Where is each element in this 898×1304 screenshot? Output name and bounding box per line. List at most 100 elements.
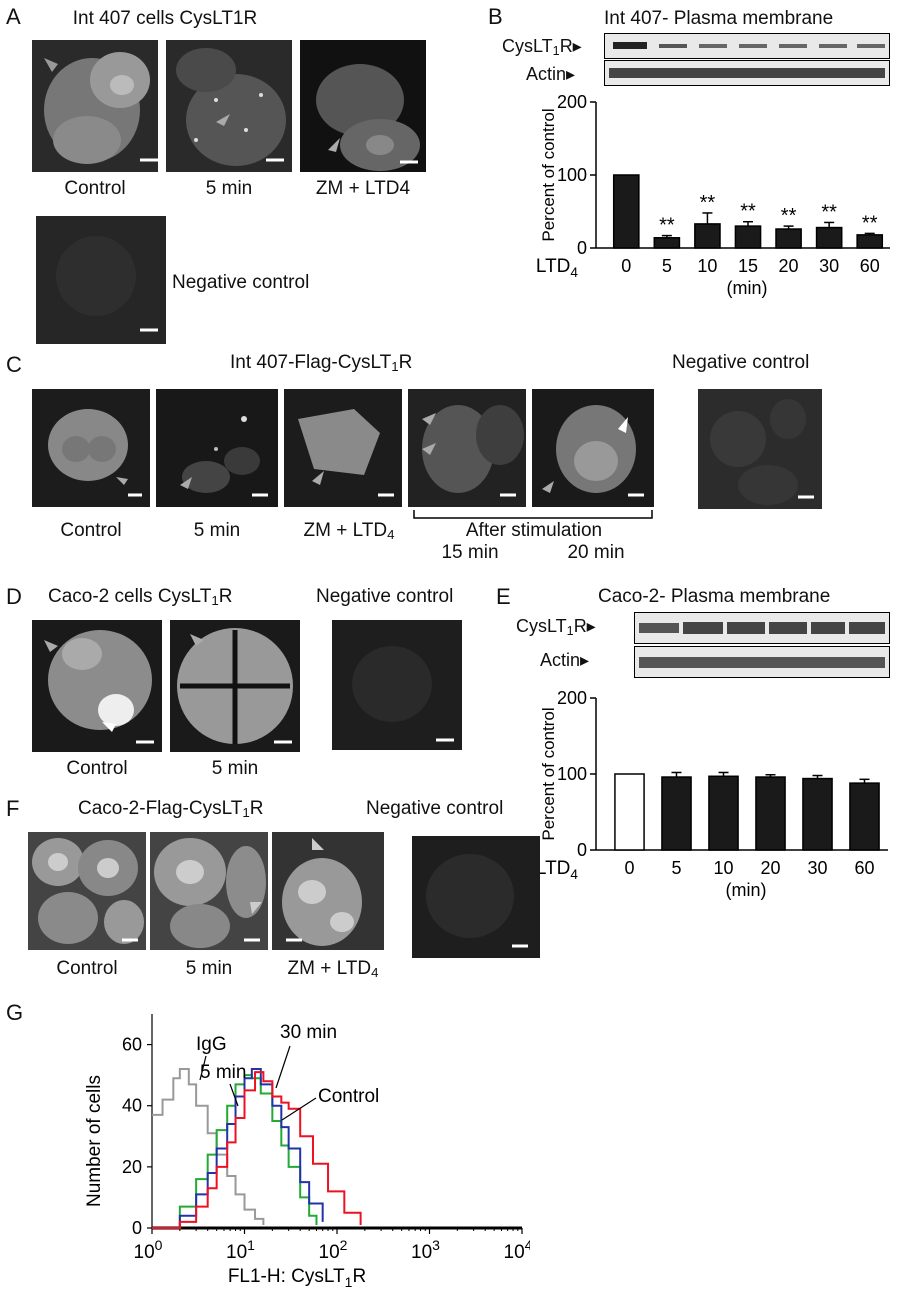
- chart-b-ytick-label-0: 0: [577, 238, 587, 258]
- caption-c-control: Control: [60, 520, 122, 541]
- caption-d-5min: 5 min: [211, 758, 259, 779]
- chart-g-xtick-label-3: 103: [411, 1237, 440, 1263]
- chart-b-ylabel: Percent of control: [539, 108, 558, 241]
- chart-b-ytick-label-1: 100: [557, 165, 587, 185]
- chart-b-xtick-label-0: 0: [621, 256, 631, 276]
- blot-e-label-cyslt1r: CysLT1R▸: [516, 616, 596, 638]
- western-blot-e-actin: [634, 646, 890, 678]
- panel-e-title: Caco-2- Plasma membrane: [598, 586, 831, 607]
- micrograph-d-negative: [332, 620, 462, 750]
- caption-d-control: Control: [66, 758, 128, 779]
- chart-e: 0 100 200 Percent of control 0 5 10 20 30 60 LTD4 (…: [500, 684, 892, 904]
- chart-e-bar-2: [708, 775, 739, 851]
- chart-e-bar-1: [661, 776, 692, 851]
- micrograph-f-zm-ltd4: [272, 832, 384, 950]
- chart-e-xtick-label-1: 5: [671, 858, 681, 878]
- chart-g-annotation-line-30-min: [275, 1045, 291, 1089]
- chart-e-ylabel: Percent of control: [539, 707, 558, 840]
- chart-g-series-30-min: [152, 1068, 324, 1229]
- micrograph-c-zm-ltd4: [284, 389, 402, 507]
- chart-g-series-5-min: [152, 1074, 318, 1229]
- chart-g-annotation-igg: IgG: [196, 1034, 227, 1055]
- caption-c-15min: 15 min: [441, 542, 499, 563]
- chart-g-svg: 0 20 40 60 100 101 102 103 104 Number of cells FL1…: [84, 1014, 530, 1290]
- chart-g: 0 20 40 60 100 101 102 103 104 Number of cells FL1…: [60, 1000, 530, 1300]
- chart-g-ytick-label-2: 40: [122, 1096, 142, 1116]
- caption-c-after-stimulation: After stimulation: [465, 520, 603, 541]
- caption-c-5min: 5 min: [193, 520, 241, 541]
- chart-g-annotation-line-5-min: [229, 1083, 239, 1107]
- micrograph-c-negative: [698, 389, 822, 509]
- chart-b-signif-1: **: [659, 215, 675, 237]
- chart-e-ytick-label-1: 100: [557, 764, 587, 784]
- chart-b-bar-3: [734, 225, 762, 249]
- chart-b-xtick-label-6: 60: [860, 256, 880, 276]
- caption-a-negative: Negative control: [172, 272, 310, 293]
- caption-f-control: Control: [56, 958, 118, 979]
- blot-b-label-actin: Actin▸: [526, 64, 576, 84]
- chart-g-annotation-5-min: 5 min: [200, 1062, 246, 1083]
- chart-b-signif-2: **: [700, 192, 716, 214]
- chart-b-xlabel-unit: (min): [727, 278, 768, 298]
- chart-g-xtick-label-0: 100: [134, 1237, 163, 1263]
- chart-e-xlabel-prefix: LTD4: [536, 858, 578, 882]
- chart-g-annotation-line-control: [281, 1097, 317, 1121]
- micrograph-f-5min: [150, 832, 268, 950]
- chart-b-xlabel-prefix: LTD4: [536, 256, 578, 280]
- chart-g-ylabel: Number of cells: [84, 1075, 105, 1207]
- panel-letter-d: D: [6, 584, 22, 609]
- micrograph-d-control: [32, 620, 162, 752]
- micrograph-c-5min: [156, 389, 278, 507]
- chart-e-xlabel-unit: (min): [726, 880, 767, 900]
- panel-f-negative-title: Negative control: [366, 798, 504, 819]
- micrograph-f-control: [28, 832, 146, 950]
- panel-letter-a: A: [6, 4, 21, 29]
- western-blot-e-cyslt1r: [634, 612, 890, 644]
- chart-b-bar-0: [612, 174, 640, 249]
- chart-g-ytick-label-0: 0: [132, 1218, 142, 1238]
- panel-d-negative-title: Negative control: [316, 586, 454, 607]
- panel-a-title: Int 407 cells CysLT1R: [72, 8, 258, 29]
- caption-f-5min: 5 min: [185, 958, 233, 979]
- chart-g-xtick-label-1: 101: [226, 1237, 255, 1263]
- chart-e-xtick-label-2: 10: [713, 858, 733, 878]
- chart-b-xtick-label-5: 30: [819, 256, 839, 276]
- panel-c-title: Int 407-Flag-CysLT1R: [230, 352, 413, 374]
- chart-e-xtick-label-3: 20: [760, 858, 780, 878]
- micrograph-a-control: [32, 40, 158, 172]
- chart-e-xtick-label-5: 60: [854, 858, 874, 878]
- chart-g-annotation-control: Control: [318, 1086, 379, 1107]
- micrograph-c-control: [32, 389, 150, 507]
- chart-b-bar-5: [815, 226, 843, 249]
- chart-g-series-igg: [152, 1068, 265, 1225]
- western-blot-b-actin: [604, 60, 890, 86]
- chart-b-signif-3: **: [740, 201, 756, 223]
- chart-b-bar-6: [856, 234, 884, 249]
- chart-b-signif-5: **: [821, 201, 837, 223]
- panel-letter-c: C: [6, 352, 22, 377]
- caption-c-zm-ltd4: ZM + LTD4: [303, 520, 395, 542]
- micrograph-a-zm-ltd4: [300, 40, 426, 172]
- western-blot-b-cyslt1r: [604, 33, 890, 59]
- chart-e-xtick-label-0: 0: [624, 858, 634, 878]
- panel-letter-b: B: [488, 4, 503, 29]
- panel-letter-f: F: [6, 796, 20, 821]
- micrograph-c-15min: [408, 389, 526, 507]
- chart-b-xtick-label-2: 10: [697, 256, 717, 276]
- chart-b-signif-4: **: [781, 205, 797, 227]
- chart-g-xtick-label-2: 102: [319, 1237, 348, 1263]
- chart-g-annotation-line-igg: [199, 1055, 207, 1081]
- chart-g-ytick-label-1: 20: [122, 1157, 142, 1177]
- panel-letter-g: G: [6, 1000, 24, 1025]
- caption-a-5min: 5 min: [205, 178, 253, 199]
- panel-b-title: Int 407- Plasma membrane: [604, 8, 834, 29]
- panel-c-negative-title: Negative control: [672, 352, 810, 373]
- chart-e-ytick-label-0: 0: [577, 840, 587, 860]
- caption-a-zm-ltd4: ZM + LTD4: [315, 178, 411, 199]
- chart-b-signif-6: **: [862, 212, 878, 234]
- chart-g-series-control: [152, 1071, 362, 1229]
- chart-b-bar-1: [653, 237, 681, 249]
- chart-b-bar-2: [694, 223, 721, 249]
